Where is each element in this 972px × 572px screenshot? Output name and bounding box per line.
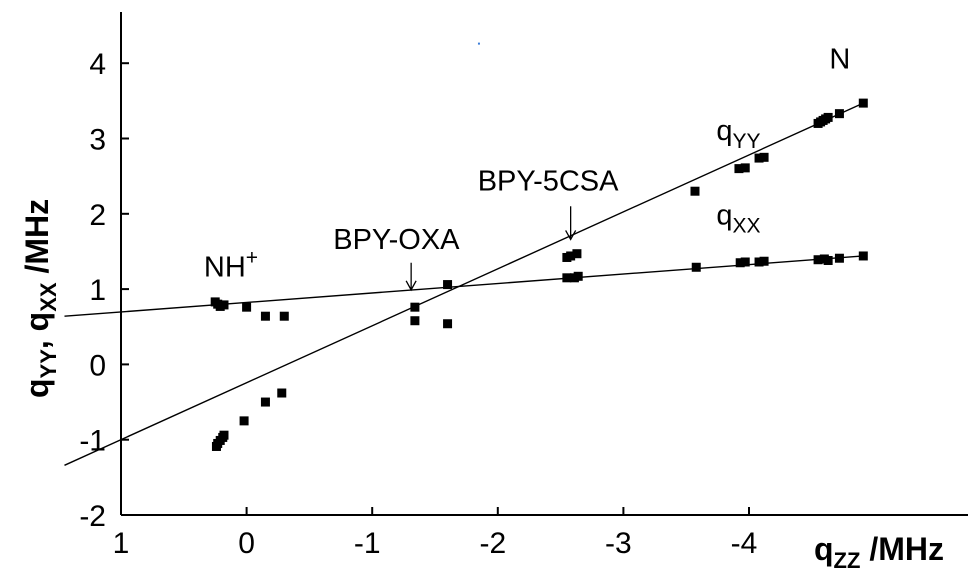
axes — [120, 12, 968, 516]
data-point-qyy — [690, 186, 700, 196]
data-point-qyy — [858, 98, 868, 108]
data-point-qyy — [759, 152, 769, 162]
data-point-qxx — [834, 253, 844, 263]
stray-dot — [477, 42, 480, 45]
data-point-qxx — [813, 255, 823, 265]
annotations: NH+ BPY-OXA BPY-5CSA qYY qXX N — [204, 43, 850, 283]
data-point-qxx — [858, 251, 868, 261]
data-point-qxx — [823, 255, 833, 265]
data-point-qxx — [443, 280, 453, 290]
y-tick-label: 2 — [89, 199, 106, 232]
data-point-qyy — [410, 316, 420, 326]
x-tick-label: -4 — [731, 527, 758, 560]
data-point-qxx — [735, 258, 745, 268]
annotation-arrows — [405, 42, 577, 292]
annotation-label: qXX — [716, 199, 760, 237]
data-point-qyy — [566, 251, 576, 261]
data-point-qyy — [443, 319, 453, 329]
x-tick-label: 1 — [113, 527, 130, 560]
data-point-qxx — [242, 302, 252, 312]
y-tick-label: 3 — [89, 124, 106, 157]
data-point-qxx — [279, 311, 289, 321]
fit-lines — [64, 102, 864, 466]
data-point-qyy — [740, 163, 750, 173]
fit-line-qyy — [64, 102, 864, 466]
y-tick-label: 0 — [89, 349, 106, 382]
annotation-label: BPY-5CSA — [478, 165, 619, 197]
data-point-qyy — [834, 109, 844, 119]
data-point-qyy — [572, 249, 582, 259]
data-point-qyy — [754, 153, 764, 163]
data-point-qyy — [277, 388, 287, 398]
fit-line-qxx — [64, 255, 864, 317]
data-points — [210, 98, 868, 451]
y-tick-label: -2 — [79, 500, 106, 533]
annotation-label: BPY-OXA — [333, 224, 460, 256]
arrow-head — [405, 280, 417, 292]
annotation-label: qYY — [716, 115, 760, 153]
x-tick-label: -1 — [354, 527, 381, 560]
data-point-qyy — [734, 164, 744, 174]
data-point-qxx — [759, 256, 769, 266]
data-point-qxx — [562, 273, 572, 283]
arrow-head — [565, 230, 577, 241]
data-point-qyy — [239, 416, 249, 426]
data-point-qyy — [219, 430, 229, 440]
x-tick-label: -3 — [605, 527, 632, 560]
data-point-qxx — [260, 311, 270, 321]
annotation-label: N — [829, 43, 850, 75]
y-axis-title: qYY, qXX /MHz — [19, 199, 61, 398]
data-point-qxx — [410, 302, 420, 312]
data-point-qxx — [754, 257, 764, 267]
data-point-qyy — [260, 397, 270, 407]
x-tick-label: 0 — [238, 527, 255, 560]
annotation-label: NH+ — [204, 246, 258, 283]
data-point-qxx — [573, 271, 583, 281]
data-point-qyy — [823, 112, 833, 122]
y-tick-label: 1 — [89, 274, 106, 307]
data-point-qxx — [740, 257, 750, 267]
x-tick-labels: 1 0 -1 -2 -3 -4 — [113, 527, 758, 560]
data-point-qxx — [219, 300, 229, 310]
x-axis-title: qZZ /MHz — [814, 531, 944, 572]
x-tick-label: -2 — [479, 527, 506, 560]
y-tick-label: 4 — [89, 48, 106, 81]
data-point-qxx — [691, 262, 701, 272]
